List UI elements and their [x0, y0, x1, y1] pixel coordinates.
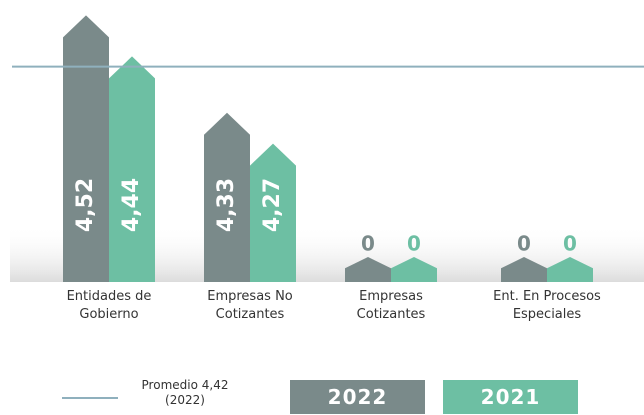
bar — [204, 112, 250, 282]
average-label: Promedio 4,42 (2022) — [141, 378, 229, 407]
legend-item: 2021 — [443, 380, 578, 414]
bar — [109, 56, 155, 283]
value-label: 4,52 — [73, 178, 98, 232]
value-label: 0 — [407, 232, 421, 256]
category-label: Empresas Cotizantes — [356, 289, 426, 322]
bar — [345, 257, 391, 282]
bar — [63, 15, 109, 283]
value-label: 0 — [361, 232, 375, 256]
value-label: 0 — [517, 232, 531, 256]
value-label: 0 — [563, 232, 577, 256]
bar — [250, 143, 296, 282]
bar — [547, 257, 593, 282]
bar — [391, 257, 437, 282]
category-label: Ent. En Procesos Especiales — [493, 289, 601, 322]
value-label: 4,33 — [214, 178, 239, 232]
value-label: 4,27 — [260, 178, 285, 232]
category-label: Entidades de Gobierno — [66, 289, 152, 322]
bar — [501, 257, 547, 282]
legend-item: 2022 — [290, 380, 425, 414]
category-label: Empresas No Cotizantes — [207, 289, 293, 322]
value-label: 4,44 — [119, 178, 144, 232]
